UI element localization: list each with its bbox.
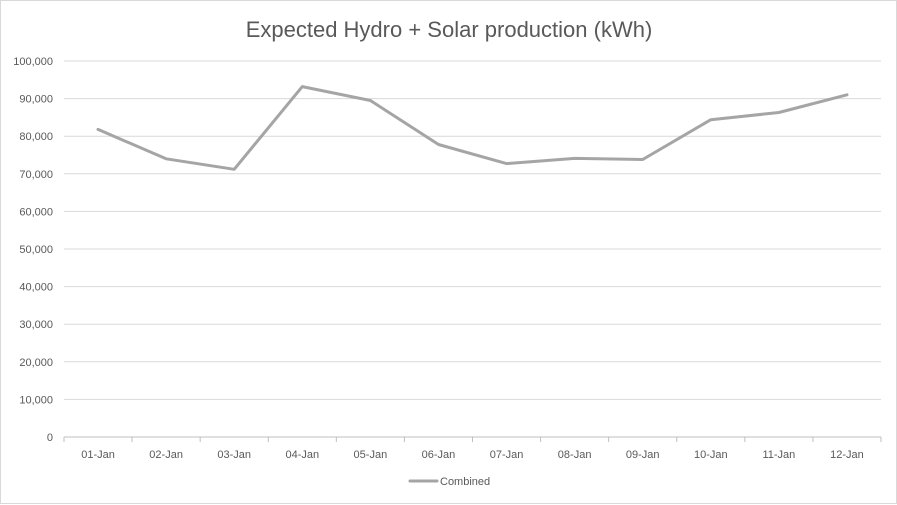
y-tick-label: 100,000 <box>13 56 53 68</box>
legend-label: Combined <box>440 476 490 488</box>
x-tick-label: 02-Jan <box>149 449 183 461</box>
x-tick-label: 07-Jan <box>490 449 524 461</box>
y-axis-tick-labels: 0 10,000 20,000 30,000 40,000 50,000 60,000 70,… <box>13 56 53 444</box>
y-tick-label: 50,000 <box>19 244 53 256</box>
x-tick-label: 10-Jan <box>694 449 728 461</box>
legend: Combined <box>408 476 490 488</box>
y-tick-label: 60,000 <box>19 206 53 218</box>
y-tick-label: 70,000 <box>19 169 53 181</box>
series-layer <box>96 85 849 171</box>
y-tick-label: 10,000 <box>19 394 53 406</box>
x-tick-label: 08-Jan <box>558 449 592 461</box>
x-tick-label: 05-Jan <box>354 449 388 461</box>
y-tick-label: 40,000 <box>19 282 53 294</box>
y-tick-label: 30,000 <box>19 319 53 331</box>
series-line-combined <box>96 85 849 171</box>
x-tick-label: 04-Jan <box>285 449 319 461</box>
chart-title: Expected Hydro + Solar production (kWh) <box>246 17 653 42</box>
x-tick-label: 12-Jan <box>830 449 864 461</box>
y-tick-label: 20,000 <box>19 357 53 369</box>
y-tick-label: 80,000 <box>19 131 53 143</box>
x-tick-label: 01-Jan <box>81 449 115 461</box>
x-tick-label: 11-Jan <box>762 449 795 461</box>
x-tick-label: 03-Jan <box>217 449 251 461</box>
x-axis-tick-labels: 01-Jan 02-Jan 03-Jan 04-Jan 05-Jan 06-Jan 07-J… <box>81 449 864 461</box>
x-tick-label: 06-Jan <box>422 449 456 461</box>
gridlines <box>63 60 882 442</box>
y-tick-label: 0 <box>47 432 53 444</box>
x-tick-label: 09-Jan <box>626 449 660 461</box>
y-tick-label: 90,000 <box>19 94 53 106</box>
